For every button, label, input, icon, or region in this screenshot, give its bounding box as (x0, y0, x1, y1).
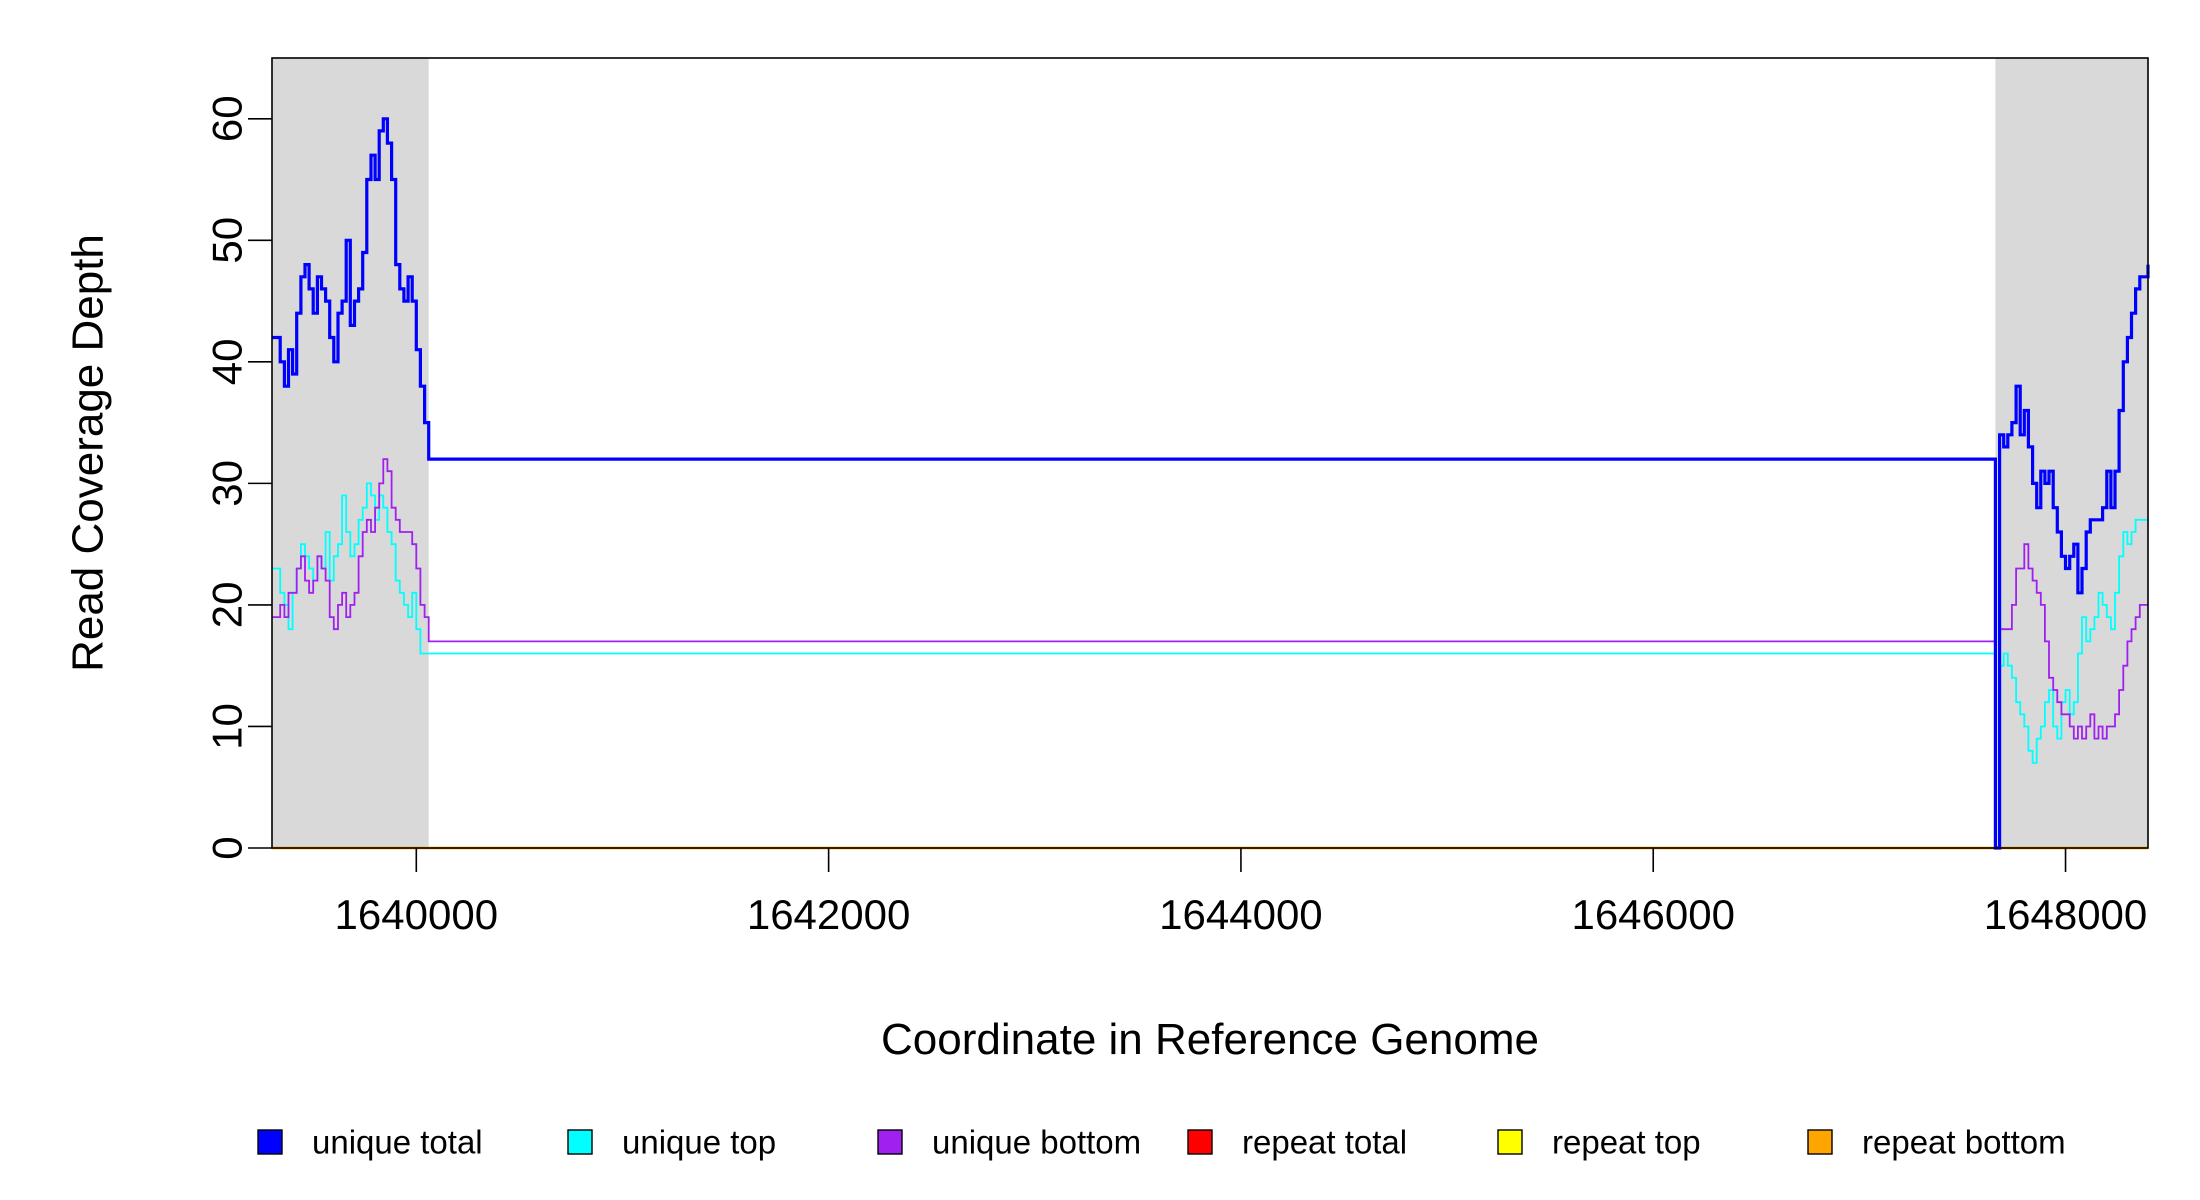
y-tick-label: 0 (204, 836, 251, 859)
legend-swatch-repeat-top (1497, 1129, 1523, 1155)
legend-swatch-unique-total (257, 1129, 283, 1155)
plot-frame (271, 57, 2149, 849)
series-line-unique-total (272, 117, 2150, 850)
legend-label-unique-top: unique top (622, 1124, 776, 1161)
legend-swatch-unique-top (567, 1129, 593, 1155)
y-tick-label: 20 (204, 582, 251, 629)
legend-swatch-repeat-total (1187, 1129, 1213, 1155)
legend-swatch-repeat-bottom (1807, 1129, 1833, 1155)
legend-label-repeat-bottom: repeat bottom (1862, 1124, 2066, 1161)
x-axis-title: Coordinate in Reference Genome (881, 1015, 1539, 1064)
shaded-region-2 (1995, 58, 2148, 848)
x-tick-label: 1648000 (1984, 891, 2148, 938)
series-line-unique-top (272, 482, 2148, 849)
x-tick-label: 1646000 (1571, 891, 1735, 938)
series-lines (272, 117, 2150, 850)
legend-label-repeat-total: repeat total (1242, 1124, 1407, 1161)
series-line-unique-bottom (272, 458, 2148, 849)
x-tick-label: 1642000 (747, 891, 911, 938)
y-tick-label: 40 (204, 338, 251, 385)
x-tick-label: 1640000 (335, 891, 499, 938)
y-tick-label: 30 (204, 460, 251, 507)
y-axis-title: Read Coverage Depth (64, 234, 113, 672)
y-tick-label: 60 (204, 95, 251, 142)
shaded-region-1 (272, 58, 429, 848)
y-tick-label: 10 (204, 703, 251, 750)
legend-label-repeat-top: repeat top (1552, 1124, 1701, 1161)
shaded-regions (272, 58, 2148, 848)
axes: 1640000 1642000 1644000 1646000 1648000 0 10 20… (204, 95, 2148, 938)
legend-swatch-unique-bottom (877, 1129, 903, 1155)
y-tick-label: 50 (204, 217, 251, 264)
legend: unique total unique top unique bottom repea… (257, 1124, 2066, 1161)
x-tick-label: 1644000 (1159, 891, 1323, 938)
legend-label-unique-total: unique total (312, 1124, 483, 1161)
legend-label-unique-bottom: unique bottom (932, 1124, 1141, 1161)
